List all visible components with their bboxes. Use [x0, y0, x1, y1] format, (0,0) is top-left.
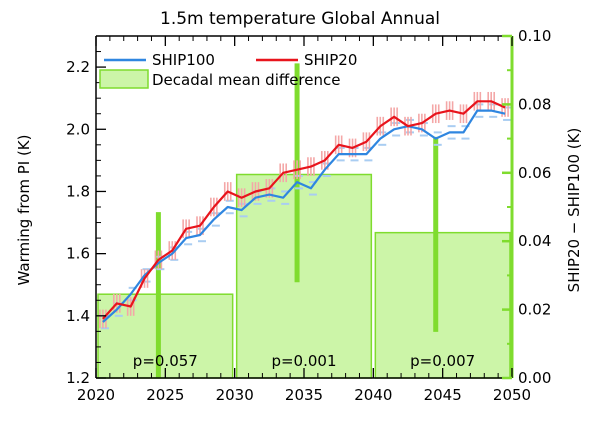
y-right-tick-label: 0.10	[518, 27, 551, 45]
p-value-label: p=0.007	[410, 352, 475, 370]
series-line-ship20	[102, 100, 506, 320]
y-right-tick-label: 0.04	[518, 232, 551, 250]
y-axis-label-right: SHIP20 − SHIP100 (K)	[565, 128, 583, 293]
y-axis-label-left: Warming from PI (K)	[15, 135, 33, 286]
x-tick-label: 2050	[493, 386, 531, 404]
y-left-tick-label: 1.2	[66, 369, 90, 387]
y-left-tick-label: 2.0	[66, 120, 90, 138]
y-left-tick-label: 1.8	[66, 182, 90, 200]
x-tick-label: 2040	[354, 386, 392, 404]
x-tick-label: 2030	[216, 386, 254, 404]
axes-layer: 2020 2025 2030 2035 2040 2045 2050 1.2 1.4 1.6 1.8…	[66, 27, 551, 404]
decadal-bar	[374, 231, 511, 379]
y-right-tick-label: 0.00	[518, 369, 551, 387]
series-layer	[99, 91, 512, 330]
y-left-tick-label: 1.6	[66, 245, 90, 263]
legend-entry-ship100-label: SHIP100	[152, 51, 215, 69]
p-value-label: p=0.057	[133, 352, 198, 370]
x-tick-label: 2020	[77, 386, 115, 404]
legend-entry-decadal-mean-difference-swatch	[99, 69, 149, 89]
y-left-tick-label: 2.2	[66, 58, 90, 76]
y-left-tick-label: 1.4	[66, 307, 90, 325]
y-right-tick-label: 0.02	[518, 301, 551, 319]
x-tick-label: 2045	[424, 386, 462, 404]
decadal-bar	[235, 173, 373, 379]
legend-entry-ship20-label: SHIP20	[304, 51, 357, 69]
x-tick-label: 2035	[285, 386, 323, 404]
x-tick-label: 2025	[146, 386, 184, 404]
legend: SHIP100 SHIP20 Decadal mean difference	[99, 51, 357, 89]
y-right-tick-label: 0.06	[518, 164, 551, 182]
legend-entry-decadal-mean-difference-label: Decadal mean difference	[152, 71, 340, 89]
series-line-ship100	[102, 109, 506, 323]
chart-title: 1.5m temperature Global Annual	[160, 9, 440, 29]
p-value-label: p=0.001	[271, 352, 336, 370]
y-right-tick-label: 0.08	[518, 95, 551, 113]
